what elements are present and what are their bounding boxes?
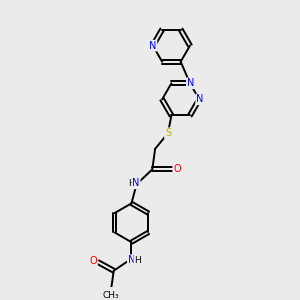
Text: O: O	[173, 164, 181, 174]
Text: N: N	[149, 40, 157, 51]
Text: O: O	[89, 256, 97, 266]
Text: N: N	[128, 255, 135, 265]
Text: CH₃: CH₃	[103, 291, 119, 300]
Text: H: H	[128, 179, 135, 188]
Text: N: N	[187, 78, 194, 88]
Text: N: N	[196, 94, 203, 104]
Text: H: H	[134, 256, 141, 265]
Text: N: N	[132, 178, 140, 188]
Text: S: S	[165, 128, 171, 138]
